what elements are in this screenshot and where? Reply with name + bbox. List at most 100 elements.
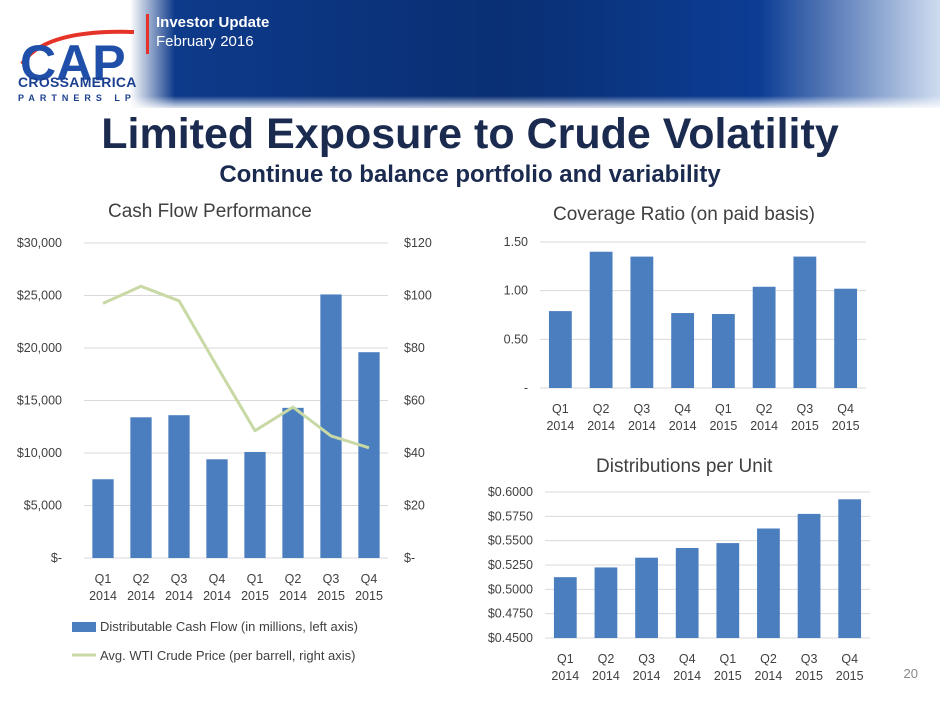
cash-flow-x-tick-quarter: Q4 [209,572,226,586]
distributions-x-tick-quarter: Q4 [679,652,696,666]
distributions-x-tick-year: 2014 [755,669,783,683]
coverage-x-tick-quarter: Q3 [634,402,651,416]
cash-flow-bar [282,407,304,558]
cash-flow-bar [244,451,266,558]
coverage-x-tick-quarter: Q3 [797,402,814,416]
coverage-bar [671,313,695,388]
distributions-x-tick-quarter: Q3 [801,652,818,666]
coverage-y-tick: - [524,381,528,395]
slide-subtitle: Continue to balance portfolio and variab… [219,161,721,188]
cash-flow-bar [206,459,228,558]
cash-flow-x-tick-year: 2014 [279,589,307,603]
distributions-x-tick-year: 2014 [673,669,701,683]
coverage-x-tick-year: 2014 [628,419,656,433]
coverage-x-tick-year: 2014 [750,419,778,433]
distributions-x-tick-quarter: Q1 [719,652,736,666]
update-date: February 2016 [156,33,254,50]
coverage-x-tick-year: 2014 [587,419,615,433]
update-label: Investor Update February 2016 [146,14,269,54]
distributions-x-tick-year: 2015 [836,669,864,683]
coverage-chart-title: Coverage Ratio (on paid basis) [553,204,815,225]
distributions-x-tick-year: 2015 [795,669,823,683]
cash-flow-x-tick-quarter: Q2 [133,572,150,586]
distributions-bar [716,543,740,638]
cash-flow-x-tick-year: 2014 [89,589,117,603]
cash-flow-x-tick-year: 2015 [355,589,383,603]
cash-flow-x-tick-year: 2014 [165,589,193,603]
coverage-x-tick-quarter: Q1 [552,402,569,416]
legend-bar-label: Distributable Cash Flow (in millions, le… [100,619,358,634]
distributions-y-tick: $0.5250 [488,558,533,572]
distributions-y-tick: $0.4500 [488,631,533,645]
coverage-x-tick-quarter: Q1 [715,402,732,416]
coverage-bar [589,251,613,388]
cash-flow-x-tick-year: 2015 [317,589,345,603]
cash-flow-right-tick: $120 [404,236,432,250]
coverage-x-tick-quarter: Q4 [674,402,691,416]
distributions-x-tick-quarter: Q3 [638,652,655,666]
distributions-y-tick: $0.5000 [488,582,533,596]
cash-flow-x-tick-year: 2014 [127,589,155,603]
coverage-x-tick-quarter: Q2 [593,402,610,416]
coverage-x-tick-year: 2014 [669,419,697,433]
coverage-x-tick-year: 2015 [709,419,737,433]
cash-flow-x-tick-quarter: Q1 [247,572,264,586]
cash-flow-x-tick-year: 2015 [241,589,269,603]
cash-flow-right-tick: $40 [404,446,425,460]
distributions-x-tick-quarter: Q2 [598,652,615,666]
distributions-bar [797,513,821,638]
logo-company-line2: PARTNERS LP [18,93,136,103]
coverage-bar [711,314,735,388]
cash-flow-right-tick: $80 [404,341,425,355]
distributions-x-tick-quarter: Q2 [760,652,777,666]
distributions-y-tick: $0.5500 [488,534,533,548]
wti-price-line [102,284,370,450]
cash-flow-left-tick: $25,000 [17,289,62,303]
coverage-y-tick: 1.00 [504,284,528,298]
cash-flow-right-tick: $100 [404,289,432,303]
distributions-y-tick: $0.6000 [488,485,533,499]
cash-flow-left-tick: $30,000 [17,236,62,250]
cash-flow-x-tick-quarter: Q3 [171,572,188,586]
cash-flow-x-tick-quarter: Q2 [285,572,302,586]
slide-title: Limited Exposure to Crude Volatility [101,110,839,158]
cash-flow-right-tick: $20 [404,499,425,513]
distributions-bar [594,567,618,638]
coverage-y-tick: 0.50 [504,332,528,346]
distributions-bar [838,499,862,638]
logo-company-line1: CROSSAMERICA [18,74,137,90]
header-banner [0,0,940,108]
company-logo: CAP [20,29,135,91]
distributions-y-tick: $0.4750 [488,607,533,621]
cash-flow-x-tick-year: 2014 [203,589,231,603]
coverage-x-tick-quarter: Q2 [756,402,773,416]
cash-flow-bar [130,417,152,558]
page-number: 20 [903,666,918,681]
cash-flow-x-tick-quarter: Q1 [95,572,112,586]
coverage-x-tick-quarter: Q4 [837,402,854,416]
distributions-bar [757,528,780,638]
header-banner-fade [0,96,940,110]
coverage-x-tick-year: 2015 [832,419,860,433]
distributions-y-tick: $0.5750 [488,509,533,523]
coverage-bar [793,256,817,388]
cash-flow-x-tick-quarter: Q4 [361,572,378,586]
distributions-x-tick-quarter: Q4 [841,652,858,666]
cash-flow-right-tick: $60 [404,394,425,408]
cash-flow-bar [168,415,190,558]
coverage-y-tick: 1.50 [504,235,528,249]
cash-flow-left-tick: $- [51,551,62,565]
cash-flow-left-tick: $20,000 [17,341,62,355]
distributions-x-tick-year: 2014 [551,669,579,683]
cash-flow-bar [320,294,342,558]
cash-flow-left-tick: $10,000 [17,446,62,460]
coverage-bar [548,311,572,388]
cash-flow-bar [358,352,380,558]
cash-flow-chart-title: Cash Flow Performance [108,201,312,222]
distributions-x-tick-year: 2014 [592,669,620,683]
coverage-bar [834,288,858,388]
legend-line-label: Avg. WTI Crude Price (per barrell, right… [100,648,356,663]
logo-swoosh [20,29,135,66]
coverage-bar [752,286,776,388]
coverage-x-tick-year: 2014 [546,419,574,433]
